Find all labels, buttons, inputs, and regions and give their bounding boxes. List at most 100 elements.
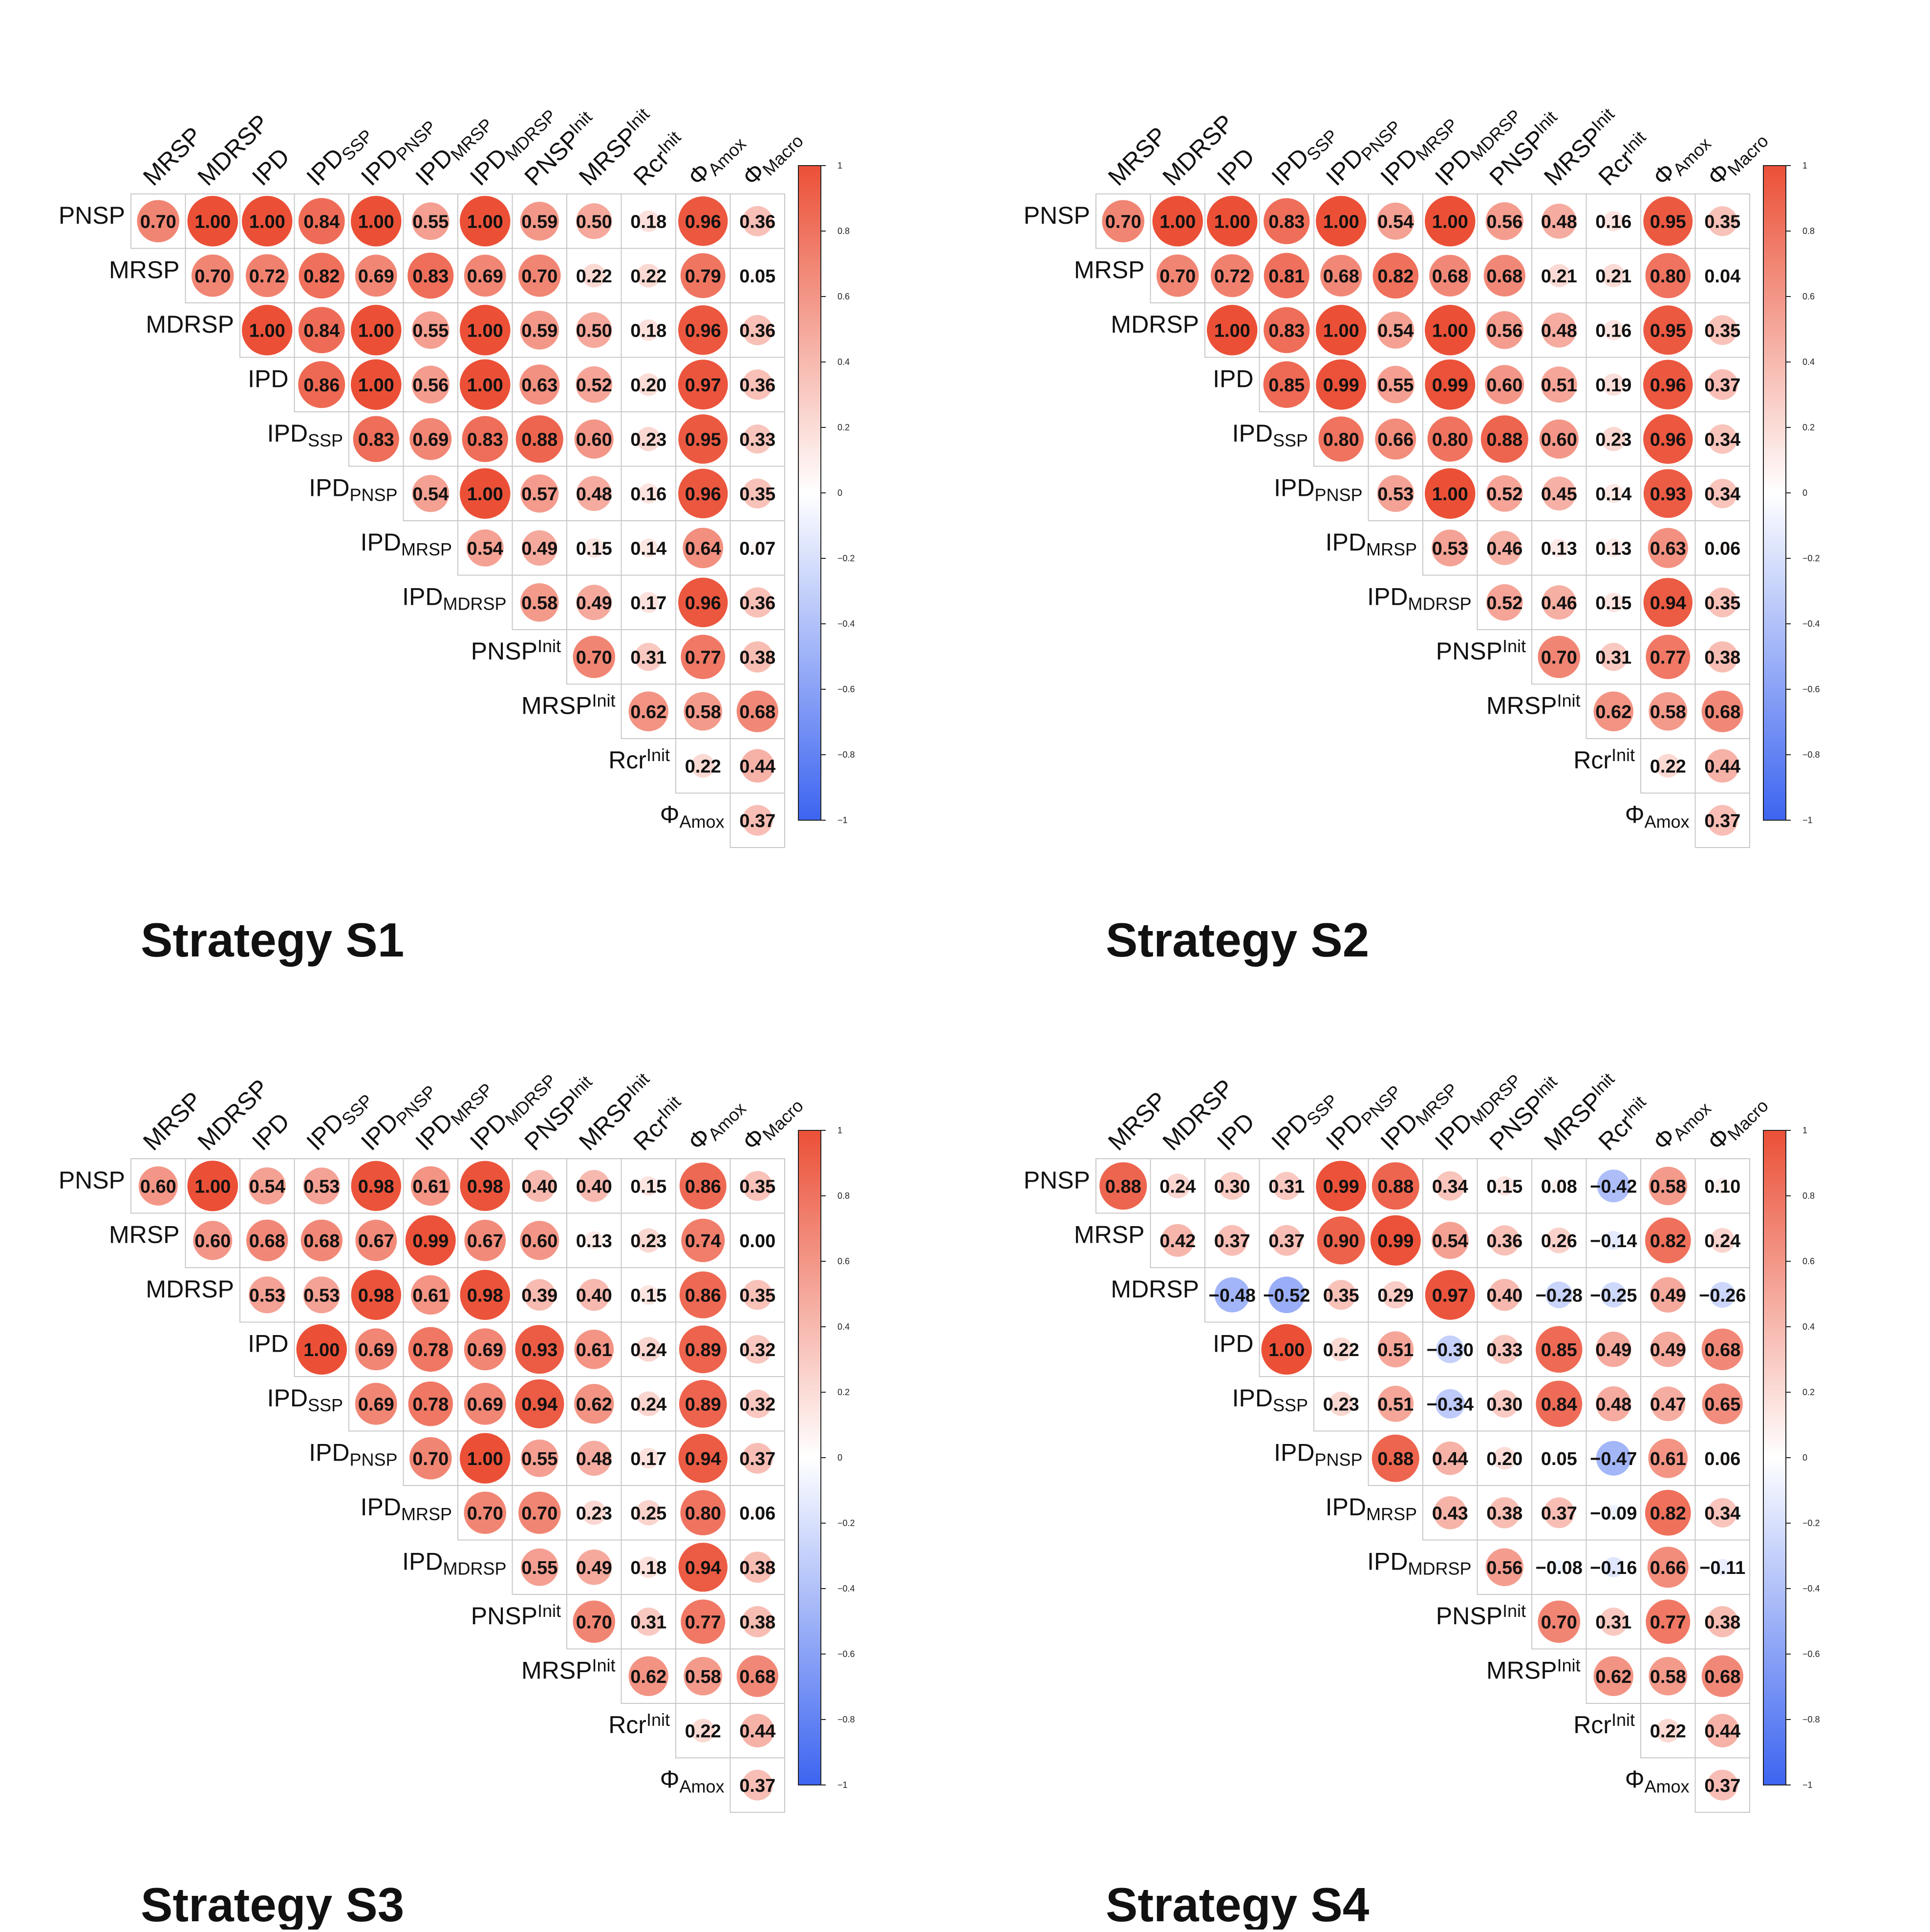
colorbar-tick-label: 0.4 [837, 357, 850, 367]
correlation-value: 0.69 [467, 266, 503, 287]
correlation-circle [411, 311, 450, 349]
correlation-value: 0.35 [1323, 1285, 1359, 1306]
colorbar-tick-label: −0.8 [1802, 1715, 1820, 1724]
correlation-circle [1316, 305, 1367, 356]
correlation-circle [523, 1279, 556, 1311]
correlation-value: −0.48 [1209, 1285, 1256, 1306]
correlation-value: 1.00 [358, 320, 394, 341]
correlation-circle [1707, 641, 1738, 673]
correlation-circle [678, 1543, 728, 1592]
correlation-value: 0.37 [739, 1449, 775, 1469]
colorbar-tick-label: −0.6 [837, 1649, 855, 1659]
colorbar-tick-label: −1 [837, 1780, 848, 1790]
correlation-circle [464, 1328, 506, 1371]
correlation-circle [412, 475, 450, 512]
correlation-circle [1099, 1162, 1147, 1210]
correlation-circle [740, 749, 774, 783]
correlation-value: 0.18 [630, 320, 666, 341]
correlation-circle [680, 253, 726, 298]
correlation-circle [1425, 468, 1476, 519]
correlation-value: 0.17 [630, 593, 666, 614]
correlation-circle [1645, 253, 1691, 298]
colorbar-tick-label: −0.2 [837, 1518, 855, 1528]
correlation-circle [636, 1391, 661, 1417]
correlation-value: 0.69 [358, 266, 394, 287]
correlation-circle [742, 1606, 773, 1637]
correlation-value: 0.68 [1704, 702, 1740, 722]
correlation-circle [736, 1655, 778, 1697]
correlation-value: −0.34 [1427, 1394, 1474, 1415]
correlation-value: 0.56 [412, 375, 449, 396]
correlation-value: 0.08 [1541, 1176, 1577, 1197]
correlation-circle [1593, 1656, 1633, 1696]
matrix-cell [512, 1267, 567, 1323]
correlation-circle [1165, 1173, 1190, 1199]
correlation-circle [1708, 1498, 1737, 1528]
correlation-value: 0.37 [1541, 1503, 1577, 1524]
correlation-circle [409, 418, 452, 460]
correlation-value: 0.13 [1541, 538, 1577, 559]
correlation-circle [1217, 1225, 1248, 1256]
correlation-value: 0.82 [1650, 1231, 1686, 1252]
correlation-circle [684, 1656, 723, 1696]
correlation-circle [1650, 1277, 1686, 1313]
correlation-value: 0.88 [521, 429, 558, 450]
correlation-value: 0.56 [1486, 1558, 1523, 1578]
row-label: PNSP [59, 1167, 125, 1194]
correlation-value: 0.70 [412, 1449, 449, 1469]
correlation-value: 0.59 [521, 212, 558, 232]
correlation-circle [636, 1337, 661, 1362]
correlation-value: 0.22 [685, 1721, 721, 1741]
correlation-circle [1705, 749, 1739, 783]
correlation-circle [1490, 1335, 1519, 1364]
correlation-value: 0.83 [412, 266, 449, 287]
correlation-circle [584, 538, 604, 558]
correlation-circle [742, 805, 773, 836]
column-label: IPD [247, 1107, 295, 1156]
correlation-value: 0.88 [1105, 1176, 1141, 1197]
correlation-value: 0.85 [1268, 375, 1305, 396]
correlation-circle [574, 1329, 614, 1369]
correlation-circle [1702, 1383, 1743, 1424]
correlation-circle [1436, 1335, 1464, 1363]
row-label: RcrInit [1573, 745, 1635, 774]
correlation-value: 0.64 [685, 538, 721, 559]
panel-title: Strategy S3 [141, 1878, 404, 1930]
correlation-circle [193, 1221, 233, 1260]
correlation-circle [681, 1218, 725, 1262]
correlation-value: 1.00 [1432, 320, 1468, 341]
row-label: IPDMRSP [1326, 529, 1417, 559]
correlation-value: 0.54 [1377, 320, 1414, 341]
correlation-circle [462, 416, 508, 462]
correlation-value: 0.39 [521, 1285, 558, 1306]
correlation-circle [1596, 1332, 1631, 1367]
correlation-value: 0.60 [194, 1231, 231, 1252]
correlation-circle [520, 583, 559, 622]
correlation-circle [1552, 1560, 1566, 1574]
correlation-value: 0.44 [739, 756, 775, 777]
correlation-circle [1264, 253, 1309, 298]
correlation-value: 1.00 [358, 375, 394, 396]
correlation-value: 1.00 [1268, 1340, 1305, 1360]
correlation-circle [680, 1490, 726, 1536]
correlation-circle [638, 1556, 660, 1578]
correlation-circle [1541, 203, 1577, 239]
colorbar-tick-label: 0.6 [1802, 1256, 1815, 1266]
correlation-circle [1604, 484, 1623, 503]
correlation-circle [636, 426, 661, 451]
correlation-value: 0.06 [1704, 1449, 1740, 1469]
correlation-value: 0.62 [630, 1667, 666, 1687]
correlation-value: −0.25 [1590, 1285, 1637, 1306]
correlation-circle [410, 1275, 450, 1315]
correlation-value: 0.96 [1650, 429, 1686, 450]
correlation-value: 0.32 [739, 1340, 775, 1360]
colorbar-tick-label: 0.8 [837, 1191, 850, 1201]
correlation-value: 0.77 [1650, 647, 1686, 668]
correlation-circle [138, 1166, 178, 1206]
correlation-value: 0.51 [1377, 1394, 1414, 1415]
correlation-value: 0.48 [1541, 320, 1577, 341]
colorbar-tick-label: 0.6 [837, 292, 850, 301]
correlation-value: 0.15 [1486, 1176, 1523, 1197]
